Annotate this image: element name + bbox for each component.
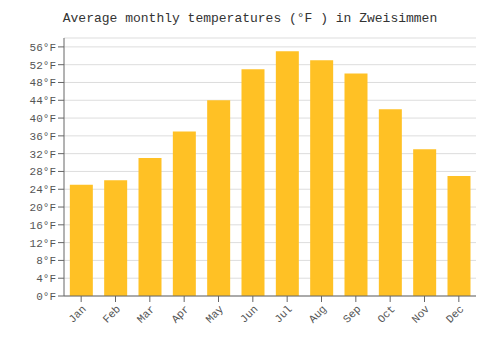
svg-text:12°F: 12°F xyxy=(30,238,56,250)
svg-text:32°F: 32°F xyxy=(30,149,56,161)
svg-text:Feb: Feb xyxy=(101,303,123,325)
svg-text:Jan: Jan xyxy=(66,303,88,325)
svg-text:52°F: 52°F xyxy=(30,60,56,72)
svg-text:0°F: 0°F xyxy=(36,291,56,303)
svg-text:28°F: 28°F xyxy=(30,166,56,178)
svg-text:Jun: Jun xyxy=(238,303,260,325)
svg-text:Mar: Mar xyxy=(135,303,157,325)
svg-text:48°F: 48°F xyxy=(30,77,56,89)
svg-text:Jul: Jul xyxy=(272,303,294,325)
svg-text:16°F: 16°F xyxy=(30,220,56,232)
svg-text:56°F: 56°F xyxy=(30,42,56,54)
svg-text:Nov: Nov xyxy=(410,303,433,326)
svg-text:Dec: Dec xyxy=(444,303,466,325)
svg-text:Apr: Apr xyxy=(169,303,191,325)
svg-text:Sep: Sep xyxy=(341,303,363,325)
svg-text:Aug: Aug xyxy=(307,303,329,325)
svg-text:24°F: 24°F xyxy=(30,184,56,196)
svg-text:40°F: 40°F xyxy=(30,113,56,125)
svg-text:Oct: Oct xyxy=(375,303,397,325)
svg-text:8°F: 8°F xyxy=(36,255,56,267)
svg-text:36°F: 36°F xyxy=(30,131,56,143)
svg-text:May: May xyxy=(204,303,227,326)
svg-text:20°F: 20°F xyxy=(30,202,56,214)
svg-text:44°F: 44°F xyxy=(30,95,56,107)
html-text:Average monthly temperatures (: Average monthly temperatures (°F ) in Zw… xyxy=(62,11,438,26)
svg-text:4°F: 4°F xyxy=(36,273,56,285)
